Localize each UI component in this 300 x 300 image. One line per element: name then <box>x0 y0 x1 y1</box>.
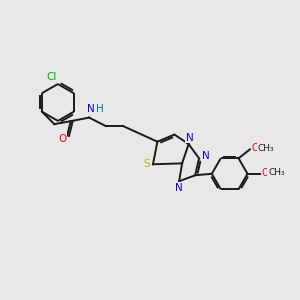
Text: N: N <box>186 133 194 142</box>
Text: N: N <box>87 104 95 114</box>
Text: O: O <box>58 134 67 144</box>
Text: H: H <box>96 104 104 114</box>
Text: Cl: Cl <box>46 73 56 82</box>
Text: CH₃: CH₃ <box>258 144 274 153</box>
Text: O: O <box>251 143 259 153</box>
Text: O: O <box>262 168 269 178</box>
Text: CH₃: CH₃ <box>268 168 285 177</box>
Text: S: S <box>144 159 150 169</box>
Text: N: N <box>175 183 183 193</box>
Text: N: N <box>202 151 209 161</box>
